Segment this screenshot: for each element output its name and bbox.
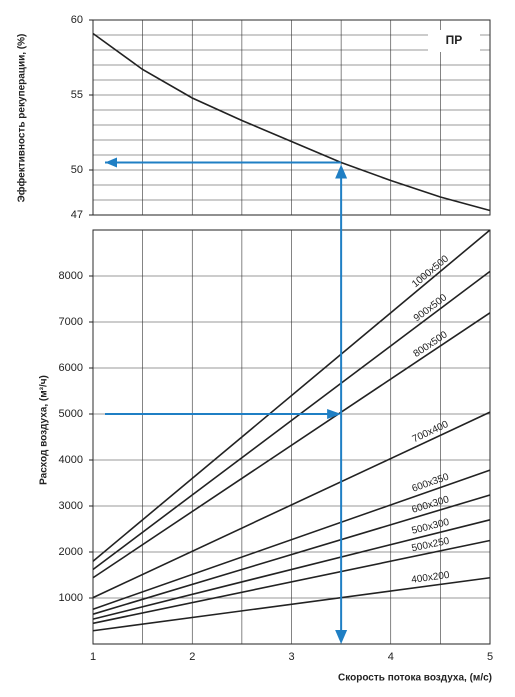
series-line <box>92 312 491 579</box>
y-tick-label: 60 <box>71 14 83 26</box>
x-tick-label: 2 <box>189 651 195 663</box>
series-line <box>92 576 491 632</box>
series-line <box>92 411 491 599</box>
line-label: 400x200 <box>411 570 451 586</box>
label-box <box>428 30 480 52</box>
line-label: 1000x500 <box>410 253 451 290</box>
x-tick-label: 1 <box>90 651 96 663</box>
series-line <box>92 539 491 625</box>
line-label: 800x500 <box>412 329 450 360</box>
y-label-bottom: Расход воздуха, (м³/ч) <box>39 375 50 485</box>
y-label-top: Эффективность рекуперации, (%) <box>16 34 28 203</box>
x-label: Скорость потока воздуха, (м/с) <box>338 673 492 684</box>
y-tick-label: 5000 <box>59 408 83 420</box>
series-line <box>92 32 491 212</box>
series-line <box>92 494 491 615</box>
y-tick-label: 2000 <box>59 546 83 558</box>
y-tick-label: 1000 <box>59 592 83 604</box>
x-tick-label: 3 <box>288 651 294 663</box>
line-label: 900x500 <box>412 292 450 324</box>
arrow-head <box>105 157 117 168</box>
x-tick-label: 4 <box>388 651 394 663</box>
y-tick-label: 3000 <box>59 500 83 512</box>
panel-label: ПР <box>446 33 463 47</box>
x-tick-label: 5 <box>487 651 493 663</box>
y-tick-label: 50 <box>71 164 83 176</box>
series-line <box>92 469 491 610</box>
arrow-head <box>327 409 342 419</box>
y-tick-label: 47 <box>71 209 83 221</box>
series-line <box>92 519 491 620</box>
series-line <box>92 229 491 562</box>
y-tick-label: 4000 <box>59 454 83 466</box>
y-tick-label: 7000 <box>59 316 83 328</box>
y-tick-label: 8000 <box>59 270 83 282</box>
arrow-head <box>335 630 348 644</box>
y-tick-label: 55 <box>71 89 83 101</box>
arrow-head <box>335 164 348 179</box>
y-tick-label: 6000 <box>59 362 83 374</box>
series-line <box>92 270 491 571</box>
line-label: 700x400 <box>411 419 451 445</box>
